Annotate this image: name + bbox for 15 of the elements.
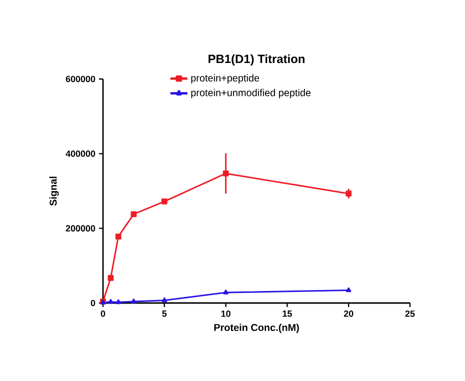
- y-axis-title: Signal: [49, 176, 59, 206]
- x-axis-title: Protein Conc.(nM): [214, 324, 299, 333]
- y-tick-label: 200000: [66, 225, 96, 232]
- x-tick-label: 5: [162, 310, 167, 317]
- x-tick-label: 0: [100, 310, 106, 317]
- x-tick-label: 10: [221, 310, 230, 317]
- y-tick-label: 400000: [66, 150, 96, 157]
- legend-label: protein+unmodified peptide: [191, 88, 311, 98]
- x-tick-label: 20: [344, 310, 354, 317]
- legend-label: protein+peptide: [191, 74, 260, 84]
- x-tick-label: 25: [405, 310, 415, 317]
- y-tick-label: 0: [90, 300, 96, 306]
- chart-title: PB1(D1) Titration: [208, 54, 304, 66]
- y-tick-label: 600000: [66, 76, 96, 82]
- x-tick-label: 15: [282, 310, 292, 317]
